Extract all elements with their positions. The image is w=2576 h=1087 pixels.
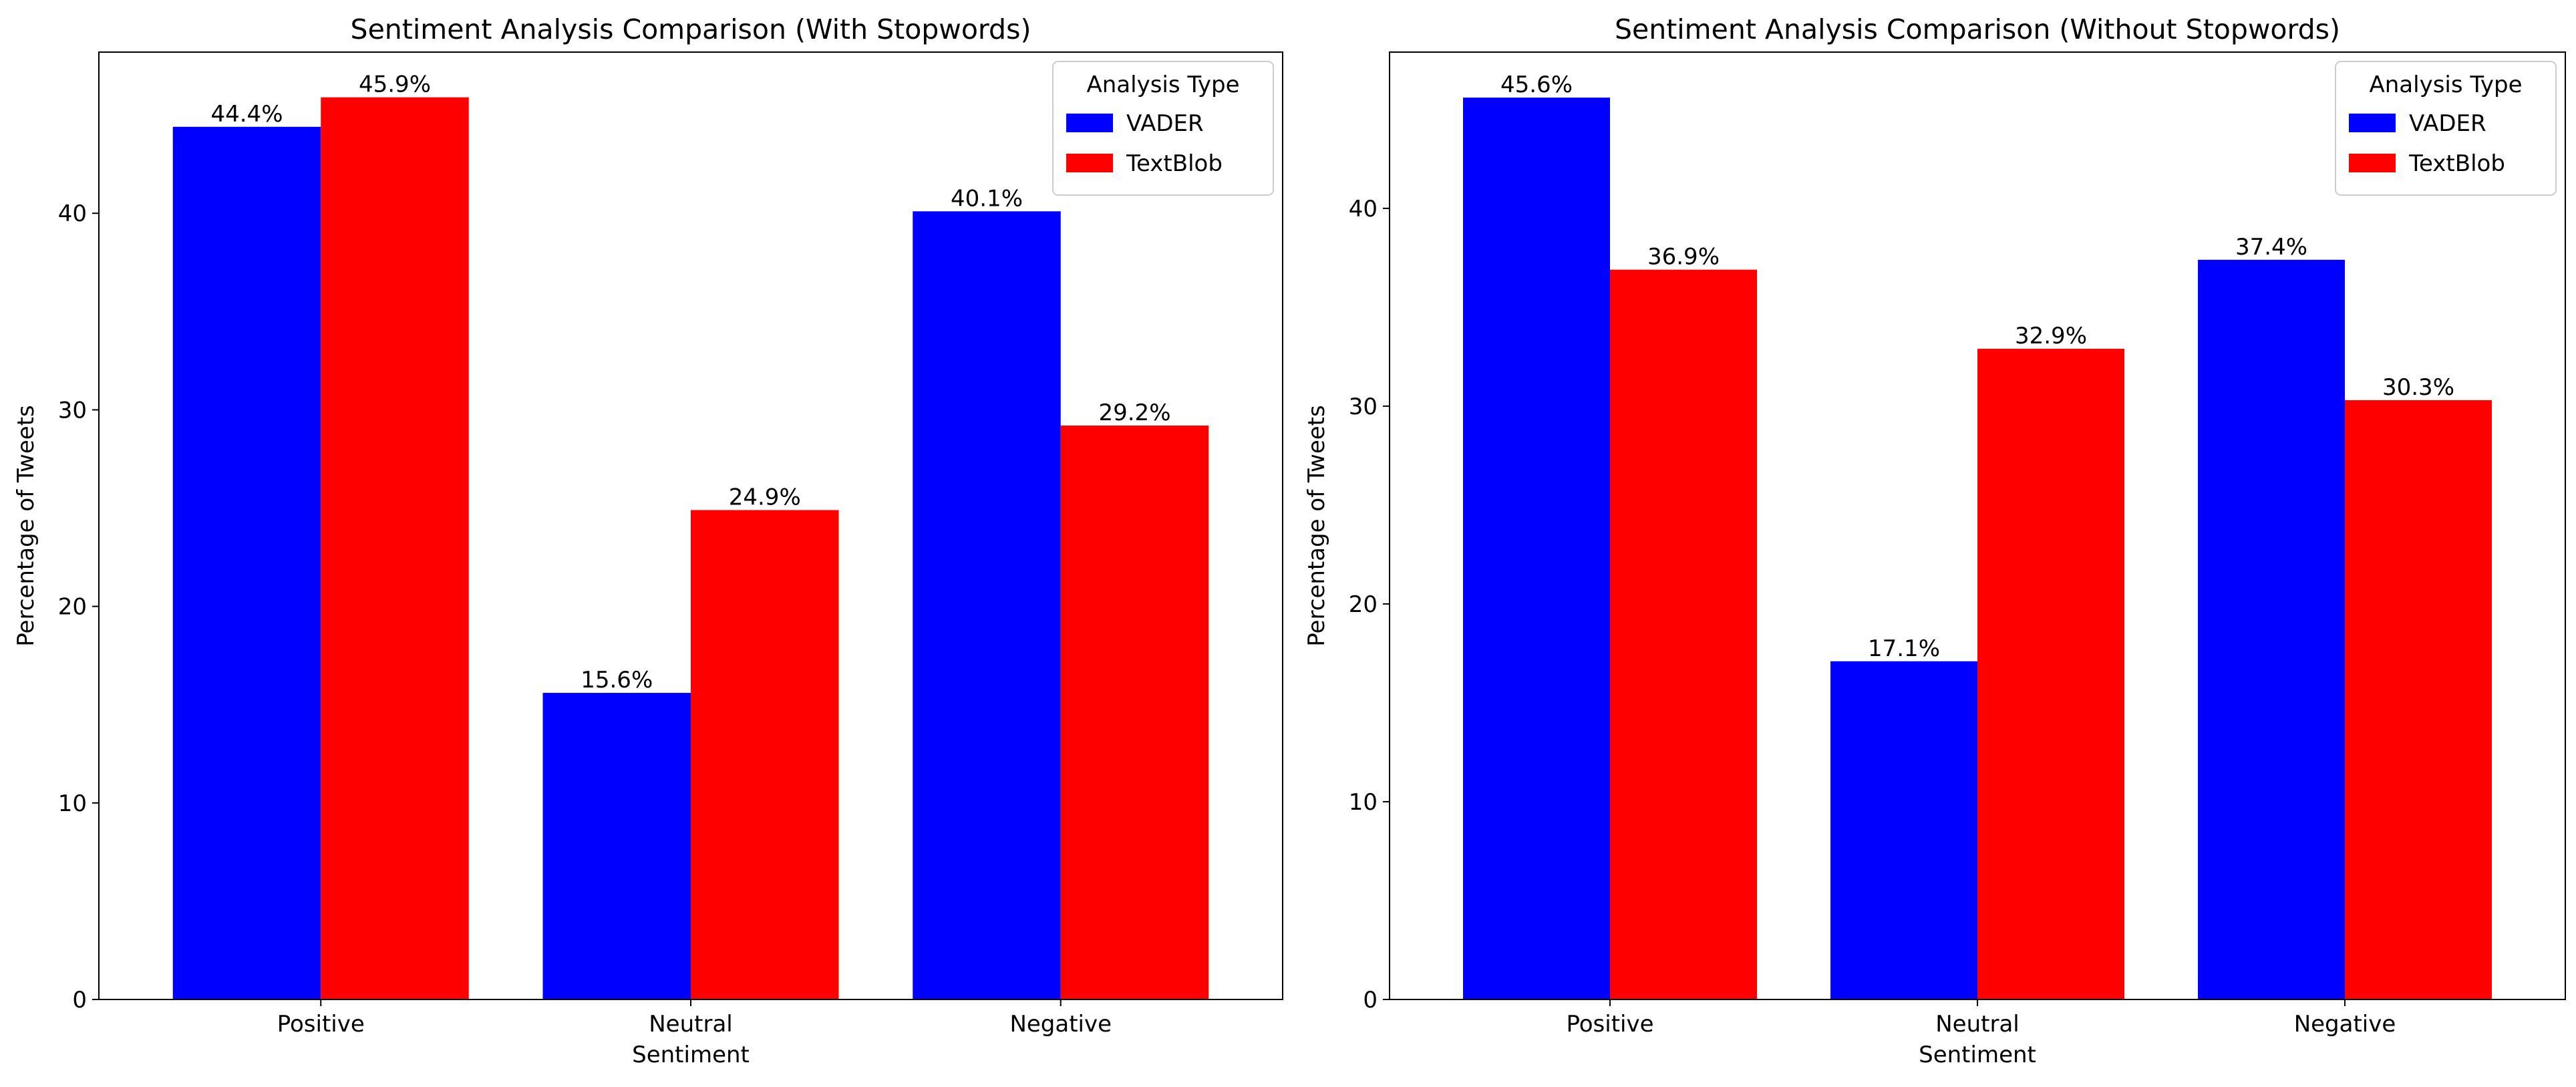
bar-value-label: 44.4% <box>210 101 283 128</box>
bar-value-label: 45.9% <box>359 71 431 98</box>
legend-label: TextBlob <box>2408 150 2505 177</box>
y-tick-label: 20 <box>1349 591 1378 618</box>
legend-swatch-vader <box>2349 114 2396 132</box>
x-axis-label: Sentiment <box>632 1042 750 1068</box>
bar-vader-neutral <box>1830 661 1977 999</box>
x-tick-label: Neutral <box>649 1011 733 1038</box>
bar-value-label: 15.6% <box>581 667 653 693</box>
bar-value-label: 17.1% <box>1868 635 1940 662</box>
legend-label: VADER <box>2409 110 2486 137</box>
bar-textblob-negative <box>1060 425 1209 999</box>
x-tick-label: Neutral <box>1935 1011 2020 1038</box>
chart-title: Sentiment Analysis Comparison (Without S… <box>1615 13 2340 45</box>
bar-vader-positive <box>1463 98 1610 1000</box>
bar-value-label: 30.3% <box>2382 374 2454 401</box>
bar-value-label: 36.9% <box>1647 244 1720 271</box>
bar-textblob-positive <box>321 97 469 999</box>
y-tick-label: 10 <box>58 790 87 817</box>
legend-swatch-textblob <box>1066 154 1113 172</box>
bar-value-label: 32.9% <box>2015 323 2087 349</box>
bar-vader-neutral <box>542 693 691 999</box>
legend-label: VADER <box>1126 110 1204 137</box>
x-tick-label: Negative <box>2294 1011 2396 1038</box>
bar-textblob-negative <box>2345 400 2492 999</box>
y-tick-label: 0 <box>1363 987 1378 1014</box>
bar-textblob-neutral <box>691 510 839 999</box>
bar-value-label: 40.1% <box>951 185 1023 212</box>
bar-textblob-neutral <box>1977 349 2124 999</box>
chart-title: Sentiment Analysis Comparison (With Stop… <box>351 13 1031 45</box>
bar-textblob-positive <box>1610 269 1757 1000</box>
x-tick-label: Negative <box>1009 1011 1112 1038</box>
bar-value-label: 29.2% <box>1098 400 1170 426</box>
bar-value-label: 45.6% <box>1500 71 1573 98</box>
x-axis-label: Sentiment <box>1919 1042 2036 1068</box>
bar-vader-positive <box>172 126 321 1000</box>
y-tick-label: 10 <box>1349 789 1378 816</box>
legend-label: TextBlob <box>1126 150 1223 177</box>
bar-value-label: 24.9% <box>729 484 801 510</box>
y-tick-label: 40 <box>58 200 87 227</box>
legend-title: Analysis Type <box>1087 71 1240 98</box>
y-axis-label: Percentage of Tweets <box>1303 405 1330 646</box>
legend-title: Analysis Type <box>2370 71 2523 98</box>
bar-value-label: 37.4% <box>2235 234 2307 261</box>
y-tick-label: 40 <box>1349 196 1378 222</box>
legend-swatch-textblob <box>2349 154 2396 172</box>
y-tick-label: 30 <box>58 397 87 424</box>
x-tick-label: Positive <box>1566 1011 1653 1038</box>
bar-vader-negative <box>913 211 1061 999</box>
y-tick-label: 0 <box>72 987 87 1014</box>
bar-vader-negative <box>2198 259 2345 999</box>
y-tick-label: 30 <box>1349 394 1378 420</box>
y-axis-label: Percentage of Tweets <box>13 405 39 646</box>
legend-swatch-vader <box>1066 114 1113 132</box>
y-tick-label: 20 <box>58 594 87 621</box>
x-tick-label: Positive <box>277 1011 365 1038</box>
